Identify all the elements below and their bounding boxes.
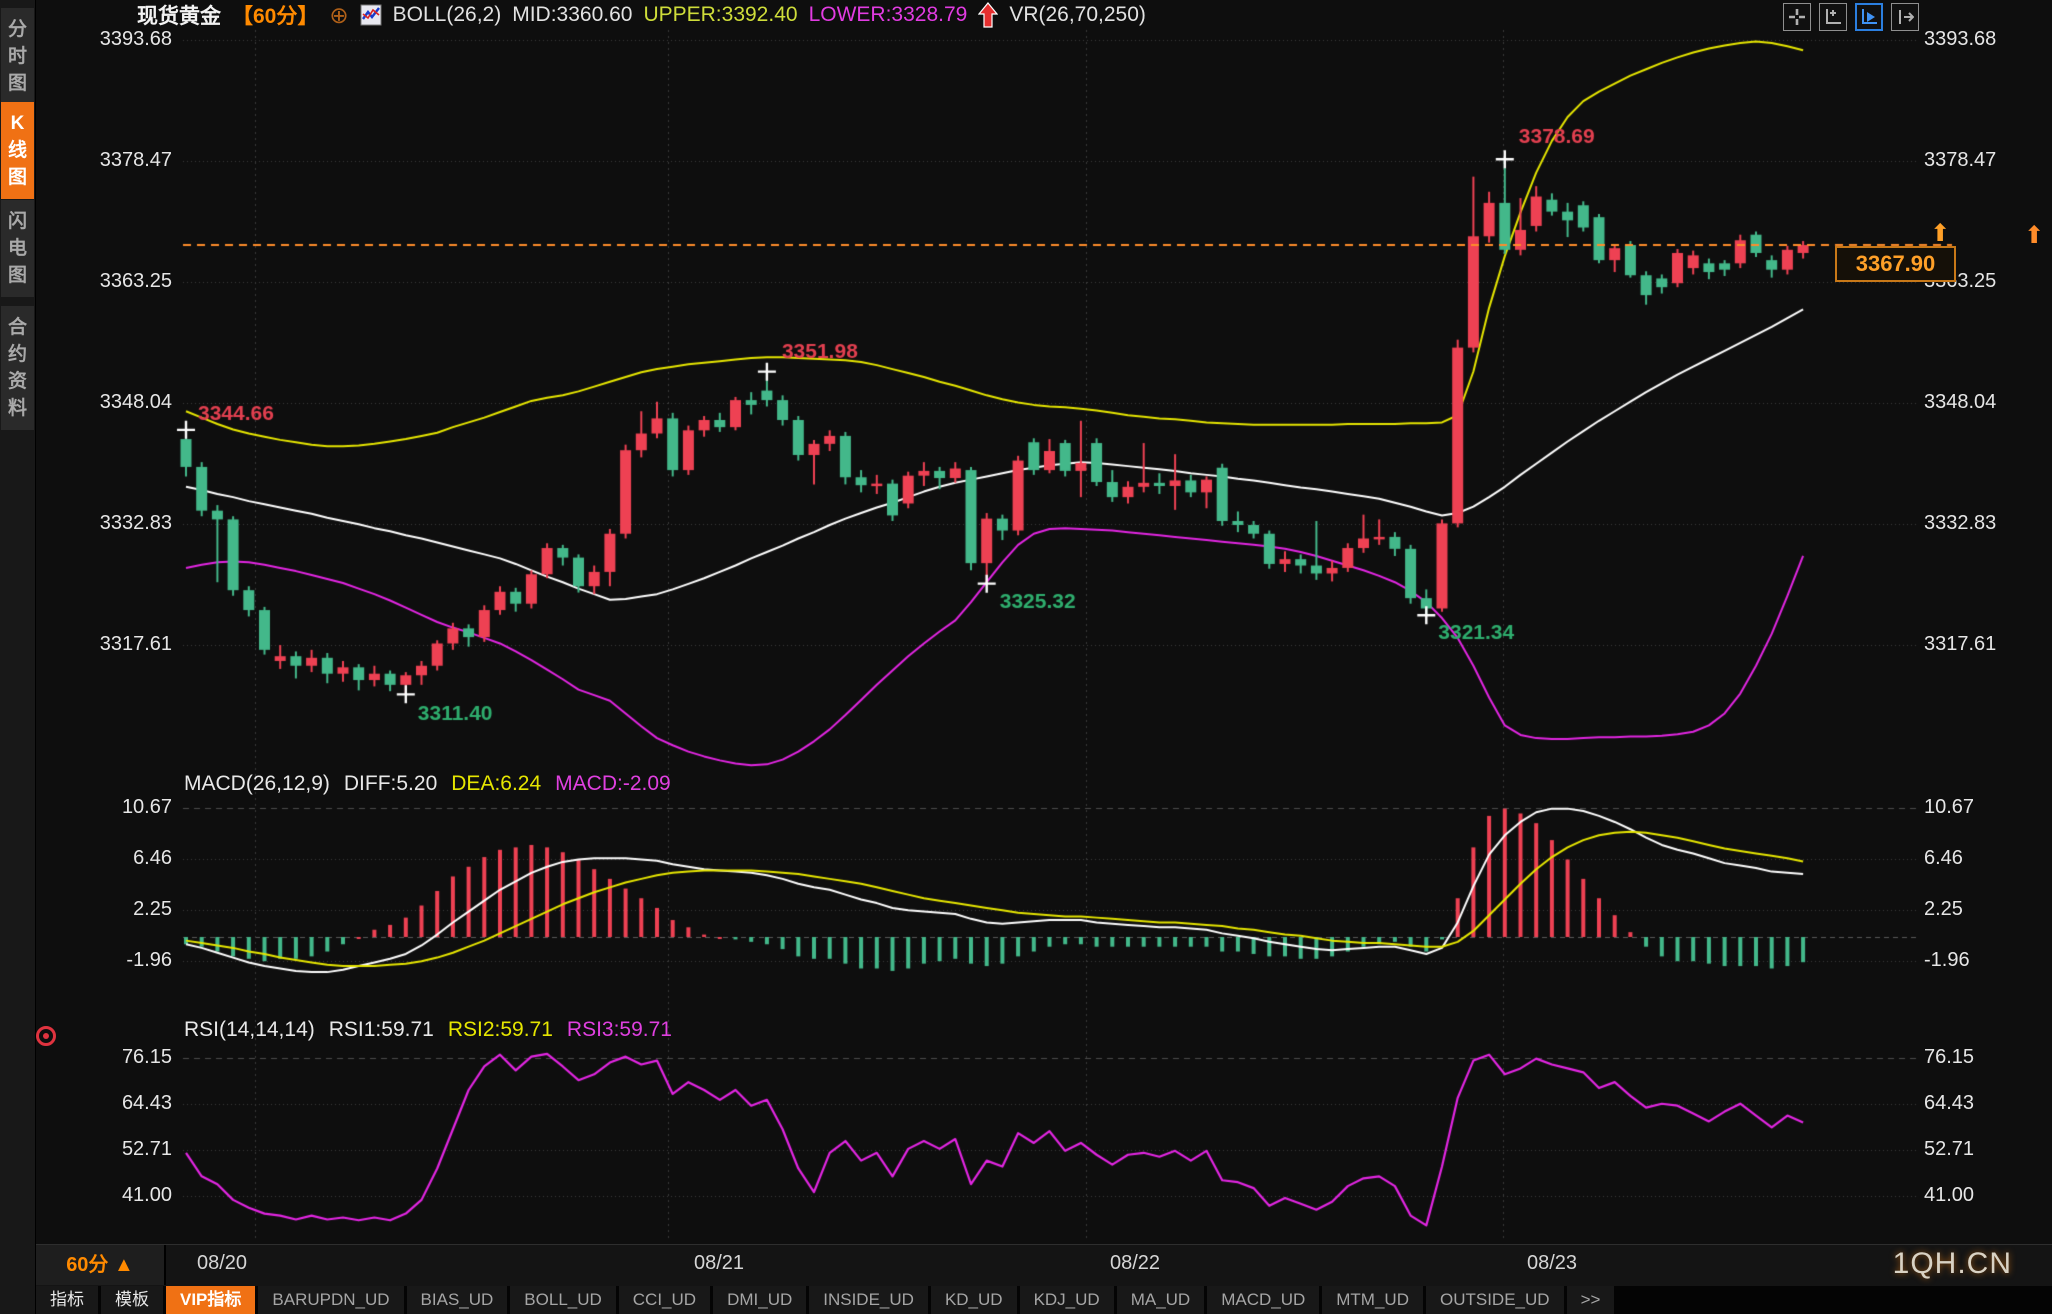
- bottom-tab-boll_ud[interactable]: BOLL_UD: [510, 1286, 616, 1314]
- vr-label: VR(26,70,250): [1009, 3, 1146, 26]
- macd-diff-value: DIFF:5.20: [343, 772, 438, 795]
- boll-label: BOLL(26,2): [392, 3, 502, 26]
- axis-label: 64.43: [1924, 1092, 1975, 1114]
- axis-label: 52.71: [1924, 1138, 1975, 1160]
- chart-header: 现货黄金 【60分】 ⊕ BOLL(26,2) MID:3360.60 UPPE…: [137, 0, 1146, 30]
- buy-signal-arrow-icon: [978, 2, 999, 28]
- time-axis-row: 60分 ▲ 1QH.CN 08/20 08/21 08/22 08/23: [36, 1244, 2052, 1286]
- date-label: 08/20: [196, 1252, 248, 1274]
- axis-label: 3348.04: [99, 390, 172, 413]
- axis-label: 3332.83: [1924, 511, 1997, 534]
- bottom-tab-dmi_ud[interactable]: DMI_UD: [713, 1286, 807, 1314]
- axis-label: 3393.68: [99, 28, 172, 50]
- axis-label: 41.00: [1924, 1183, 1975, 1206]
- bottom-tab-vip[interactable]: VIP指标: [166, 1286, 256, 1314]
- axis-up-arrow-icon: ⬆: [2024, 222, 2045, 249]
- date-label: 08/21: [693, 1252, 745, 1274]
- date-label: 08/22: [1109, 1252, 1161, 1274]
- rsi-panel-header: RSI(14,14,14) RSI1:59.71 RSI2:59.71 RSI3…: [184, 1018, 672, 1042]
- sidebar-tab-3[interactable]: 闪电图: [1, 200, 34, 297]
- axis-label: 76.15: [1924, 1046, 1975, 1069]
- axis-label: 10.67: [1924, 795, 1975, 818]
- axis-label: 3363.25: [99, 270, 172, 292]
- bottom-tab-bias_ud[interactable]: BIAS_UD: [406, 1286, 508, 1314]
- axis-label: 3378.47: [1924, 148, 1997, 171]
- bottom-tab-mtm_ud[interactable]: MTM_UD: [1322, 1286, 1423, 1314]
- crosshair-icon[interactable]: ⊕: [329, 2, 349, 28]
- axis-label: 10.67: [121, 795, 172, 818]
- boll-lower-value: LOWER:3328.79: [808, 3, 968, 26]
- auto-scroll-icon[interactable]: [1855, 3, 1883, 31]
- axis-label: 2.25: [133, 897, 172, 920]
- axis-label: 6.46: [133, 846, 172, 869]
- macd-value: MACD:-2.09: [555, 772, 671, 795]
- axis-label: 52.71: [121, 1138, 172, 1160]
- bottom-tab-[interactable]: 指标: [36, 1286, 98, 1314]
- axis-label: 41.00: [121, 1183, 172, 1206]
- axis-label: -1.96: [126, 948, 172, 971]
- symbol-name: 现货黄金: [137, 5, 221, 28]
- axis-label: 3317.61: [99, 632, 172, 655]
- rsi3-value: RSI3:59.71: [566, 1018, 672, 1041]
- rsi-label: RSI(14,14,14): [184, 1018, 315, 1041]
- date-label: 08/23: [1526, 1252, 1578, 1274]
- chart-toolbar: [1783, 3, 1919, 31]
- macd-label: MACD(26,12,9): [184, 772, 330, 795]
- axis-label: 2.25: [1924, 897, 1963, 920]
- axis-label: 6.46: [1924, 846, 1963, 869]
- axis-scale-icon[interactable]: [1819, 3, 1847, 31]
- macd-dea-value: DEA:6.24: [451, 772, 542, 795]
- watermark: 1QH.CN: [1892, 1247, 2012, 1280]
- sidebar-tab-4[interactable]: 合约资料: [1, 306, 34, 430]
- bottom-tab-outside_ud[interactable]: OUTSIDE_UD: [1425, 1286, 1564, 1314]
- axis-label: 3378.47: [99, 148, 172, 171]
- axis-label: 3317.61: [1924, 632, 1997, 655]
- shift-right-icon[interactable]: [1891, 3, 1919, 31]
- bottom-tab-[interactable]: >>: [1566, 1286, 1615, 1314]
- axis-label: 3348.04: [1924, 390, 1997, 413]
- price-up-arrow-icon: ⬆: [1930, 220, 1951, 247]
- bottom-tab-macd_ud[interactable]: MACD_UD: [1207, 1286, 1320, 1314]
- rsi2-value: RSI2:59.71: [447, 1018, 553, 1041]
- bottom-tab-cci_ud[interactable]: CCI_UD: [618, 1286, 711, 1314]
- period-tag[interactable]: 【60分】: [232, 5, 319, 28]
- bottom-tab-ma_ud[interactable]: MA_UD: [1116, 1286, 1205, 1314]
- axis-label: 3393.68: [1924, 28, 1997, 50]
- last-price-box: 3367.90: [1835, 246, 1956, 282]
- crosshair-mode-icon[interactable]: [1783, 3, 1811, 31]
- bottom-tab-inside_ud[interactable]: INSIDE_UD: [809, 1286, 928, 1314]
- axis-label: 76.15: [121, 1046, 172, 1069]
- record-dot-icon[interactable]: [36, 1026, 56, 1046]
- bottom-tab-kd_ud[interactable]: KD_UD: [930, 1286, 1017, 1314]
- bottom-tab-barupdn_ud[interactable]: BARUPDN_UD: [258, 1286, 404, 1314]
- boll-mid-value: MID:3360.60: [512, 3, 633, 26]
- sidebar-tab-1[interactable]: 分时图: [1, 8, 34, 105]
- axis-label: 3332.83: [99, 511, 172, 534]
- bottom-tab-kdj_ud[interactable]: KDJ_UD: [1019, 1286, 1114, 1314]
- boll-upper-value: UPPER:3392.40: [643, 3, 798, 26]
- bottom-tab-[interactable]: 模板: [101, 1286, 163, 1314]
- axis-label: -1.96: [1924, 948, 1970, 971]
- bottom-tab-bar: 指标 模板 VIP指标 BARUPDN_UD BIAS_UD BOLL_UD CCI_UD D…: [36, 1286, 2052, 1314]
- rsi1-value: RSI1:59.71: [328, 1018, 434, 1041]
- kline-style-icon[interactable]: [360, 3, 382, 27]
- axis-label: 64.43: [121, 1092, 172, 1114]
- period-selector[interactable]: 60分 ▲: [36, 1245, 166, 1285]
- macd-panel-header: MACD(26,12,9) DIFF:5.20 DEA:6.24 MACD:-2…: [184, 772, 671, 796]
